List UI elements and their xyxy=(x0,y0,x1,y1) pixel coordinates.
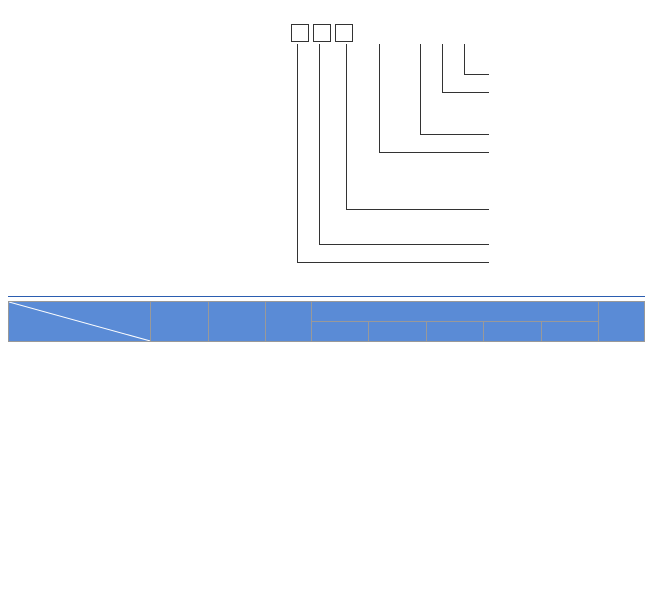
model-slot-1 xyxy=(291,24,309,42)
th-dim-x xyxy=(484,322,541,342)
diagram-line xyxy=(297,44,298,262)
th-dim-w xyxy=(312,322,369,342)
model-column xyxy=(289,18,645,284)
diagram-line xyxy=(346,44,347,209)
diagram-line xyxy=(297,262,489,263)
params-table xyxy=(8,301,645,342)
th-vin xyxy=(151,302,208,342)
diagram-line xyxy=(379,44,380,152)
th-vout xyxy=(208,302,265,342)
diagram-line xyxy=(442,92,489,93)
th-diag xyxy=(9,302,151,342)
th-dims-group xyxy=(312,302,599,322)
diagram-line xyxy=(420,134,489,135)
overview-column xyxy=(8,18,273,284)
params-heading xyxy=(8,294,645,297)
diagram-line xyxy=(319,244,489,245)
model-slot-3 xyxy=(335,24,353,42)
top-section xyxy=(8,18,645,284)
diagram-line xyxy=(346,209,489,210)
th-dim-d xyxy=(369,322,426,342)
th-dim-y xyxy=(541,322,598,342)
diagram-line xyxy=(464,44,465,74)
diagram-line xyxy=(319,44,320,244)
model-slot-2 xyxy=(313,24,331,42)
diagram-line xyxy=(442,44,443,92)
diagram-line xyxy=(464,74,489,75)
diagram-line xyxy=(379,152,489,153)
th-cap xyxy=(266,302,312,342)
th-dim-h xyxy=(426,322,483,342)
model-diagram xyxy=(289,24,645,284)
diagram-line xyxy=(420,44,421,134)
th-weight xyxy=(598,302,644,342)
model-code xyxy=(289,24,355,42)
